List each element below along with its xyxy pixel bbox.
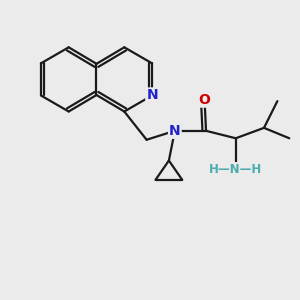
Text: H—N—H: H—N—H <box>209 163 262 176</box>
Text: N: N <box>146 88 158 103</box>
Text: N: N <box>169 124 181 138</box>
Text: O: O <box>199 93 211 106</box>
